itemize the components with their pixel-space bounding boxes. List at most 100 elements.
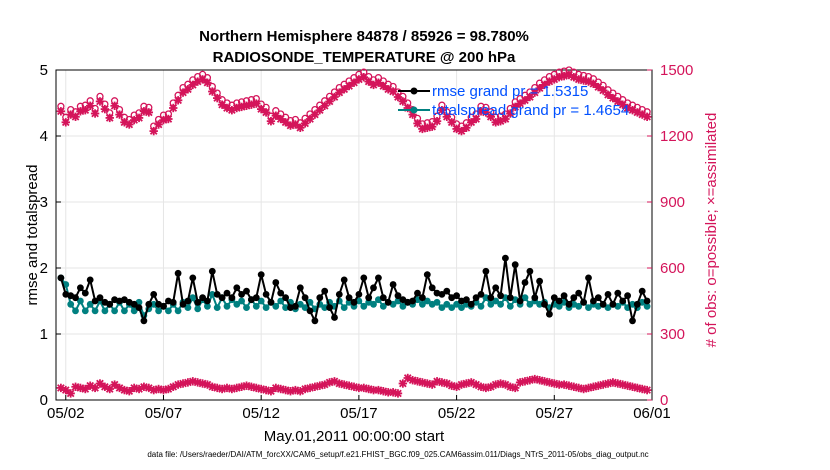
rmse-point	[335, 291, 343, 298]
rmse-point	[594, 294, 602, 302]
obs-assimilated-point	[564, 70, 574, 80]
y-axis-left: 0 1 2 3 4 5	[40, 62, 61, 409]
rmse-point	[506, 294, 514, 302]
obs-assimilated-point	[559, 380, 569, 389]
totalspread-point	[111, 307, 118, 315]
totalspread-point	[208, 291, 216, 298]
totalspread-point	[277, 297, 285, 305]
rmse-point	[590, 297, 597, 305]
obs-assimilated-point	[90, 109, 100, 118]
obs-assimilated-point	[164, 114, 173, 124]
totalspread-point	[223, 302, 231, 310]
totalspread-point	[81, 307, 89, 315]
totalspread-point	[585, 304, 592, 311]
obs-assimilated-point	[100, 104, 110, 114]
totalspread-point	[521, 294, 529, 302]
totalspread-point	[340, 304, 348, 311]
data-file-footer: data file: /Users/raeder/DAI/ATM_forcXX/…	[147, 450, 648, 459]
rmse-point	[194, 298, 202, 306]
rmse-point	[296, 284, 304, 292]
totalspread-point	[370, 300, 377, 308]
totalspread-point	[213, 304, 221, 311]
legend-rmse-label: rmse grand pr = 1.5315	[432, 83, 588, 100]
totalspread-point	[130, 307, 138, 315]
totalspread-point	[487, 300, 495, 308]
totalspread-point	[252, 302, 260, 310]
rmse-point	[233, 284, 241, 292]
rmse-point	[472, 294, 480, 302]
y-right-tick-label: 300	[660, 326, 685, 343]
obs-assimilated-point	[266, 387, 276, 396]
x-tick-label: 05/22	[438, 405, 476, 422]
rmse-point	[243, 287, 250, 295]
totalspread-point	[262, 304, 270, 311]
rmse-point	[570, 294, 578, 302]
totalspread-point	[526, 300, 534, 308]
rmse-point	[555, 297, 563, 305]
rmse-point	[511, 261, 519, 269]
rmse-point	[619, 297, 627, 305]
totalspread-point	[629, 300, 636, 308]
rmse-point	[130, 300, 138, 308]
rmse-point	[160, 302, 167, 310]
plot-frame	[55, 69, 653, 401]
rmse-point	[565, 300, 573, 308]
rmse-point	[614, 289, 622, 297]
rmse-point	[492, 284, 500, 292]
totalspread-point	[86, 300, 94, 308]
obs-assimilated-point	[144, 108, 154, 117]
rmse-point	[340, 276, 348, 284]
rmse-point	[453, 292, 460, 300]
totalspread-point	[438, 304, 446, 311]
obs-assimilated-point	[642, 112, 652, 121]
rmse-point	[238, 291, 246, 298]
totalspread-point	[399, 302, 407, 310]
rmse-point	[629, 317, 636, 325]
totalspread-point	[458, 304, 465, 311]
y-left-tick-label: 4	[40, 128, 48, 145]
rmse-point	[541, 300, 548, 308]
totalspread-point	[321, 304, 329, 311]
rmse-point	[428, 284, 436, 292]
rmse-point	[91, 297, 99, 305]
obs-assimilated-point	[413, 119, 422, 128]
obs-assimilated-point	[105, 113, 114, 123]
y-right-tick-label: 1500	[660, 62, 693, 79]
obs-assimilated-point	[61, 385, 70, 395]
rmse-point	[106, 300, 114, 308]
rmse-point	[580, 298, 587, 306]
rmse-point	[526, 267, 534, 275]
totalspread-point	[257, 297, 265, 305]
obs-assimilated-point	[310, 110, 320, 119]
totalspread-point	[67, 300, 75, 308]
obs-assimilated-point	[169, 103, 178, 113]
rmse-point	[282, 294, 289, 302]
obs-assimilated-point	[364, 77, 373, 86]
rmse-point	[360, 274, 368, 282]
rmse-point	[389, 281, 397, 288]
totalspread-point	[448, 304, 456, 311]
rmse-point	[531, 294, 539, 302]
obs-assimilated-point	[335, 88, 344, 97]
series-layer	[56, 66, 652, 398]
rmse-point	[174, 269, 182, 277]
rmse-point	[409, 297, 416, 305]
rmse-point	[179, 300, 187, 308]
rmse-point	[184, 297, 192, 305]
obs-assimilated-point	[540, 377, 549, 386]
rmse-point	[550, 294, 558, 302]
legend-spread-label: totalspread grand pr = 1.4654	[432, 102, 629, 119]
rmse-point	[331, 314, 338, 321]
totalspread-point	[282, 304, 289, 311]
obs-assimilated-point	[149, 126, 158, 136]
y-axis-right: 0 300 600 900 1200 1500	[647, 62, 693, 409]
x-tick-label: 05/17	[340, 405, 378, 422]
totalspread-point	[453, 300, 460, 308]
obs-assimilated-point	[442, 112, 452, 121]
rmse-point	[463, 296, 470, 304]
obs-assimilated-point	[598, 86, 608, 95]
totalspread-point	[433, 298, 441, 306]
rmse-point	[189, 274, 197, 282]
totalspread-point	[419, 300, 426, 308]
rmse-point	[257, 271, 265, 278]
